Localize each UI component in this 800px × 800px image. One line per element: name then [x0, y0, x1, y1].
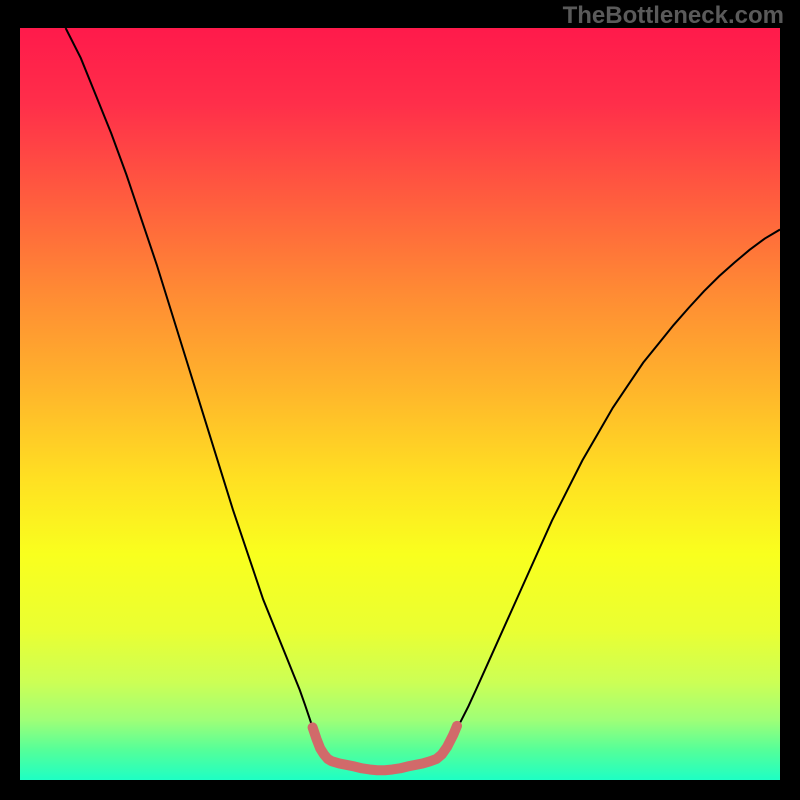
main-curve: [66, 28, 780, 770]
watermark-text: TheBottleneck.com: [563, 2, 784, 30]
curves-svg: [20, 28, 780, 780]
chart-area: [20, 28, 780, 780]
highlight-curve: [313, 726, 457, 770]
